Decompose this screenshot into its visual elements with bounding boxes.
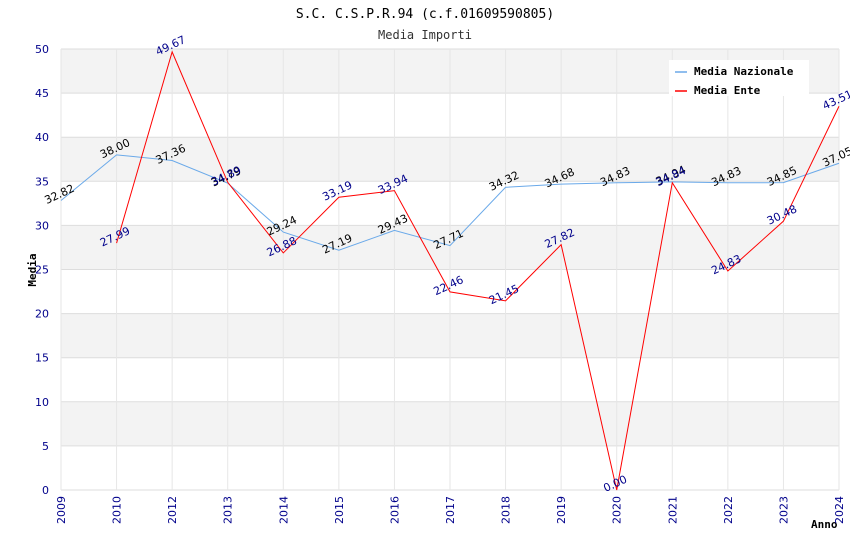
legend-label-media-nazionale: Media Nazionale <box>694 65 794 78</box>
y-axis-label: Media <box>26 253 39 286</box>
legend: Media Nazionale Media Ente <box>669 60 809 97</box>
chart-title: S.C. C.S.P.R.94 (c.f.01609590805) <box>296 7 554 22</box>
y-tick-label: 5 <box>42 440 49 453</box>
x-tick-label: 2024 <box>833 496 846 524</box>
x-tick-label: 2023 <box>777 496 790 524</box>
y-tick-label: 50 <box>35 43 49 56</box>
x-tick-label: 2020 <box>611 496 624 524</box>
y-tick-label: 0 <box>42 484 49 497</box>
x-tick-label: 2013 <box>222 496 235 524</box>
y-tick-label: 30 <box>35 219 49 232</box>
x-tick-label: 2010 <box>111 496 124 524</box>
x-tick-label: 2009 <box>55 496 68 524</box>
x-tick-label: 2012 <box>166 496 179 524</box>
y-tick-label: 15 <box>35 352 49 365</box>
gridlines <box>60 48 840 491</box>
y-tick-label: 40 <box>35 131 49 144</box>
x-tick-label: 2017 <box>444 496 457 524</box>
legend-label-media-ente: Media Ente <box>694 84 761 97</box>
y-tick-label: 20 <box>35 308 49 321</box>
y-tick-label: 45 <box>35 87 49 100</box>
series-line-media-ente <box>116 50 840 491</box>
x-tick-label: 2019 <box>555 496 568 524</box>
x-tick-label: 2021 <box>666 496 679 524</box>
x-axis-label: Anno <box>811 518 838 531</box>
x-tick-label: 2015 <box>333 496 346 524</box>
x-tick-label: 2018 <box>500 496 513 524</box>
y-tick-labels: 0 5 10 15 20 25 30 35 40 45 50 <box>35 43 49 497</box>
y-tick-label: 25 <box>35 264 49 277</box>
x-tick-labels: 2009 2010 2012 2013 2014 2015 2016 2017 2018 2019… <box>55 496 846 524</box>
legend-box <box>669 60 809 96</box>
x-tick-label: 2014 <box>277 496 290 524</box>
series-lines <box>60 50 840 491</box>
y-tick-label: 10 <box>35 396 49 409</box>
chart-subtitle: Media Importi <box>378 28 472 42</box>
x-tick-label: 2016 <box>388 496 401 524</box>
y-tick-label: 35 <box>35 175 49 188</box>
x-tick-label: 2022 <box>722 496 735 524</box>
series-line-media-nazionale <box>60 154 840 251</box>
